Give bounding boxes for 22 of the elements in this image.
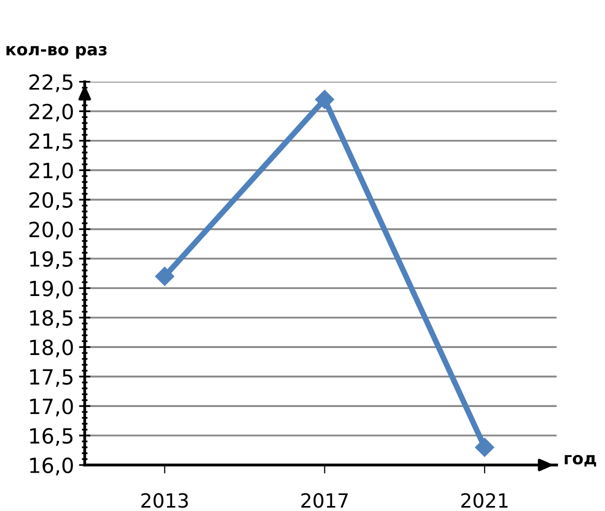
x-tick-label: 2013 <box>141 493 188 508</box>
y-tick-label: 19,5 <box>30 251 72 269</box>
y-tick-label: 21,5 <box>29 133 72 152</box>
y-tick-label: 16,5 <box>30 428 72 446</box>
point <box>475 438 494 457</box>
y-axis-title: кол-во раз <box>6 46 107 59</box>
y-tick-label: 17,5 <box>30 369 72 387</box>
x-axis-title: год <box>564 454 596 467</box>
y-tick-label: 17,0 <box>30 398 73 416</box>
y-tick-label: 21,0 <box>29 162 73 181</box>
point <box>315 90 334 109</box>
y-tick-label: 22,5 <box>29 74 72 92</box>
y-tick-label: 20,0 <box>29 222 73 240</box>
y-tick-label: 22,0 <box>29 104 73 122</box>
y-tick-label: 18,5 <box>30 310 72 328</box>
x-tick-label: 2021 <box>461 493 508 508</box>
point <box>155 266 174 286</box>
y-tick-label: 19,0 <box>30 280 73 298</box>
x-tick-label: 2017 <box>301 493 348 508</box>
y-tick-label: 16,0 <box>30 457 73 476</box>
y-tick-label: 20,5 <box>29 192 72 210</box>
y-tick-label: 18,0 <box>30 340 73 358</box>
